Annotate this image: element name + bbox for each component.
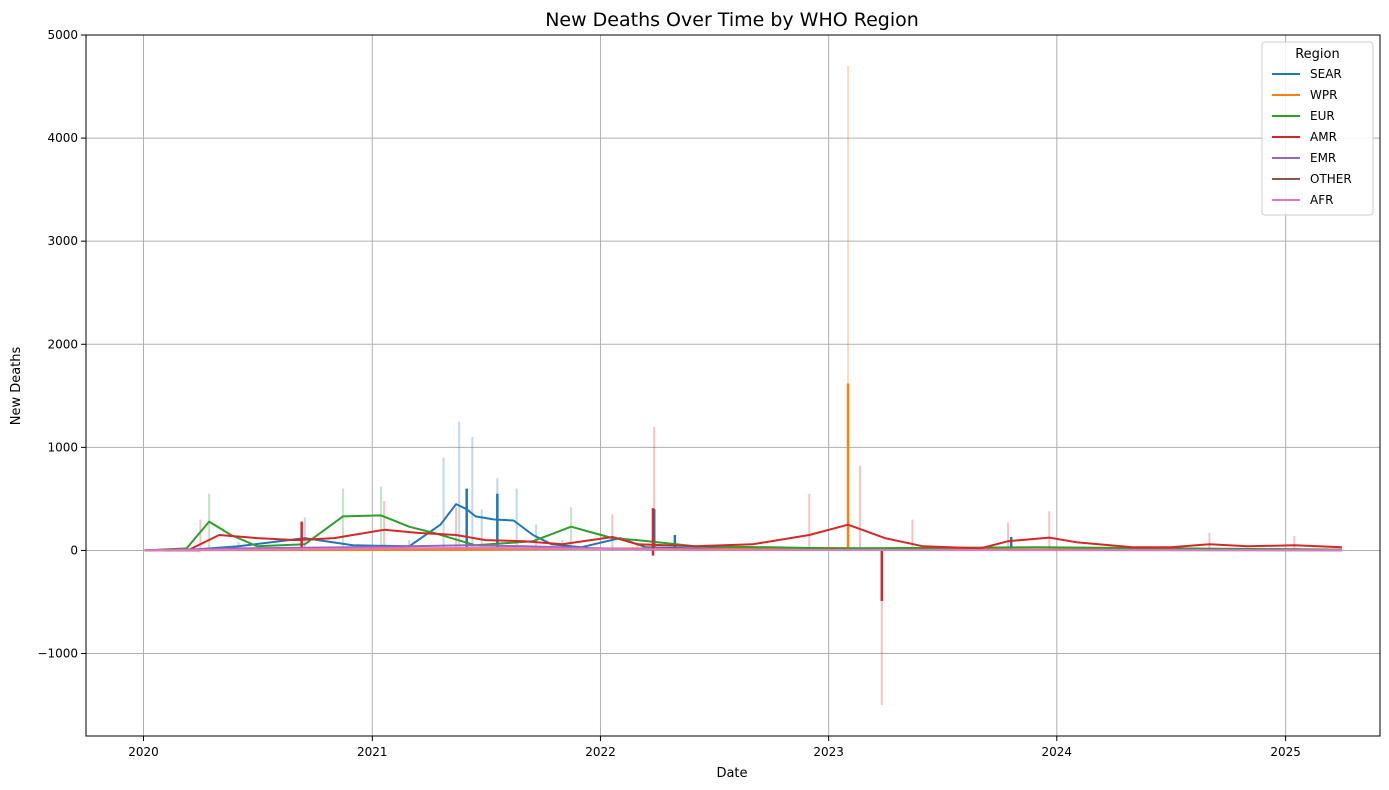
y-tick-label: 2000 <box>47 337 78 351</box>
legend-label-sear: SEAR <box>1310 67 1342 81</box>
afr-line <box>144 546 1342 552</box>
legend-label-eur: EUR <box>1310 109 1335 123</box>
amr-line <box>144 523 1342 552</box>
legend-label-emr: EMR <box>1310 151 1336 165</box>
legend: Region SEAR WPR EUR AMR EMR OTHER AFR <box>1261 41 1374 216</box>
x-axis-label: Date <box>716 766 747 781</box>
axis-ticks: −1000 0 1000 2000 3000 4000 5000 2020 2021 2022 20… <box>37 28 1300 759</box>
y-tick-label: 4000 <box>47 131 78 145</box>
legend-box <box>1261 41 1374 216</box>
x-tick-label: 2021 <box>357 745 388 759</box>
series-lines <box>144 383 1342 601</box>
legend-label-afr: AFR <box>1310 193 1333 207</box>
y-tick-label: 0 <box>70 543 78 557</box>
legend-label-amr: AMR <box>1310 130 1337 144</box>
x-tick-label: 2022 <box>585 745 616 759</box>
x-tick-label: 2020 <box>128 745 159 759</box>
x-tick-label: 2023 <box>813 745 844 759</box>
plot-frame <box>85 34 1381 737</box>
y-axis-label: New Deaths <box>9 346 24 425</box>
legend-items: SEAR WPR EUR AMR EMR OTHER AFR <box>1272 67 1352 207</box>
legend-title: Region <box>1295 47 1340 62</box>
y-tick-label: 5000 <box>47 28 78 42</box>
x-tick-label: 2024 <box>1042 745 1073 759</box>
legend-label-other: OTHER <box>1310 172 1352 186</box>
y-tick-label: 3000 <box>47 234 78 248</box>
sear-line <box>144 503 1342 552</box>
chart-title: New Deaths Over Time by WHO Region <box>545 9 919 31</box>
y-tick-label: 1000 <box>47 440 78 454</box>
x-tick-label: 2025 <box>1270 745 1301 759</box>
y-tick-label: −1000 <box>37 647 78 661</box>
legend-label-wpr: WPR <box>1310 88 1337 102</box>
